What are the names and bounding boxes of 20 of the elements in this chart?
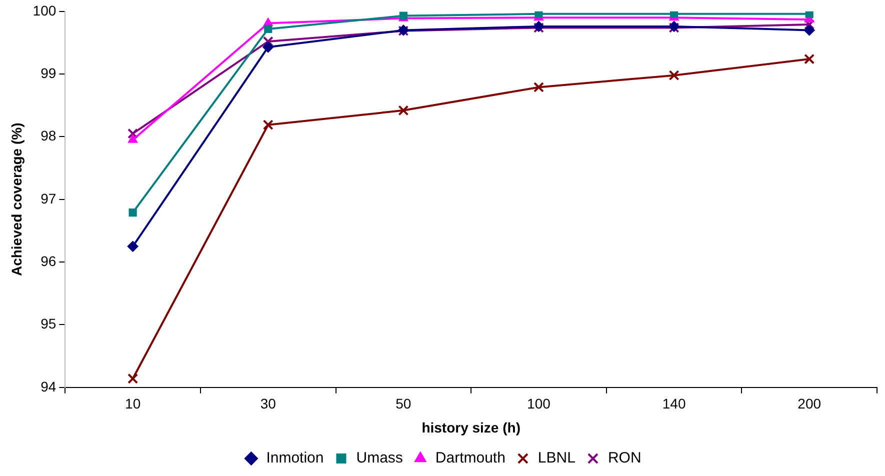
- y-tick-label: 98: [40, 128, 56, 144]
- x-tick-label: 140: [662, 396, 686, 412]
- x-tick-label: 100: [527, 396, 551, 412]
- x-tick-label: 10: [125, 396, 141, 412]
- x-tick-label: 50: [396, 396, 412, 412]
- y-tick-label: 97: [40, 190, 56, 206]
- legend-label: Umass: [356, 450, 403, 467]
- y-tick-label: 96: [40, 252, 56, 269]
- legend-label: Inmotion: [266, 450, 324, 467]
- x-axis-title: history size (h): [422, 419, 520, 436]
- legend-label: Dartmouth: [435, 450, 506, 467]
- x-tick-label: 30: [260, 396, 276, 412]
- y-axis-title: Achieved coverage (%): [8, 122, 24, 276]
- y-tick-label: 94: [40, 378, 56, 394]
- legend-label: RON: [608, 450, 642, 467]
- x-tick-label: 200: [798, 396, 822, 412]
- y-tick-label: 100: [32, 2, 56, 18]
- y-tick-label: 99: [40, 64, 56, 81]
- y-tick-label: 95: [40, 316, 56, 332]
- legend-label: LBNL: [538, 450, 576, 467]
